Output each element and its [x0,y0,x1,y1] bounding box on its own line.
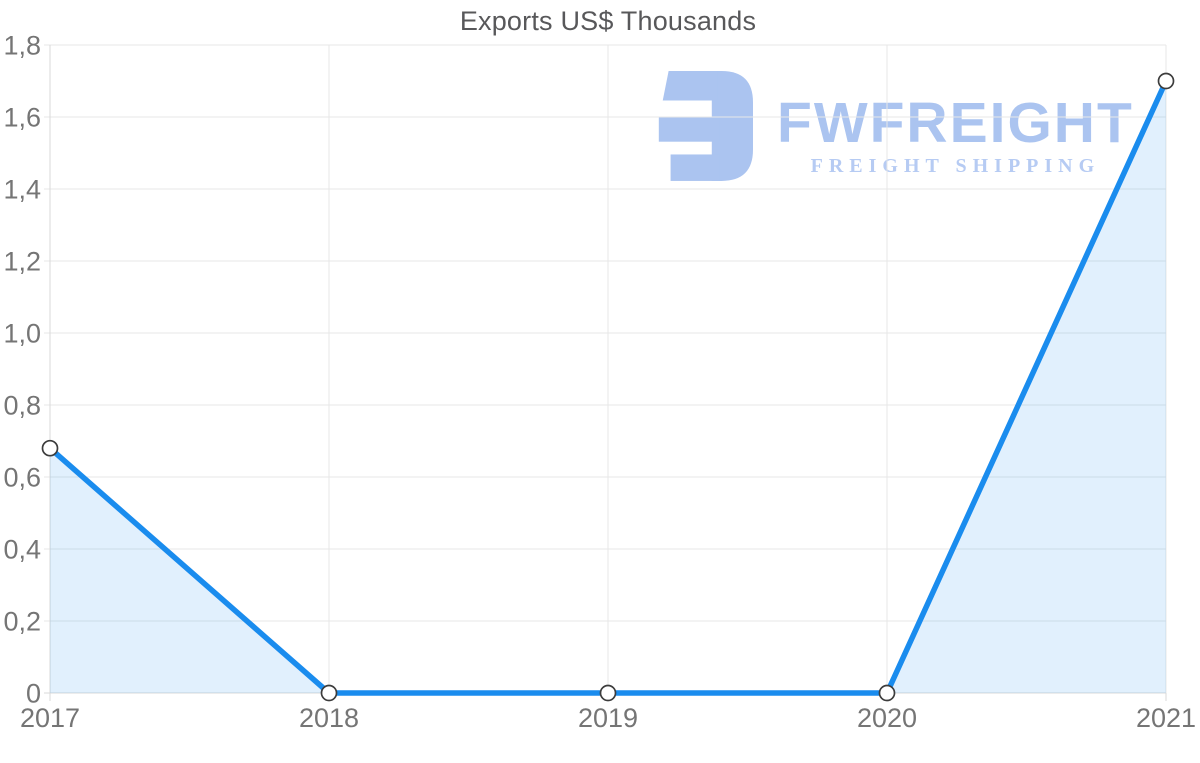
y-tick-label: 1,2 [3,246,41,276]
logo-text: FWFREIGHT FREIGHT SHIPPING [777,67,1134,178]
y-tick-label: 1,8 [3,30,41,60]
y-tick-label: 1,4 [3,174,41,204]
x-tick-label: 2020 [857,703,917,733]
area-fill [50,81,1166,693]
x-tick-label: 2018 [299,703,359,733]
logo-brand: FWFREIGHT [777,91,1134,155]
y-tick-label: 0,8 [3,390,41,420]
data-point-2017[interactable] [41,439,59,457]
y-tick-label: 0 [26,678,41,708]
x-tick-label: 2021 [1136,703,1196,733]
y-tick-label: 1,0 [3,318,41,348]
data-point-2021[interactable] [1157,72,1175,90]
y-tick-label: 0,4 [3,534,41,564]
x-tick-label: 2019 [578,703,638,733]
y-tick-label: 0,2 [3,606,41,636]
data-point-2020[interactable] [878,684,896,702]
watermark: FWFREIGHT FREIGHT SHIPPING [649,67,1134,185]
y-tick-label: 0,6 [3,462,41,492]
logo-tagline: FREIGHT SHIPPING [810,155,1101,177]
data-point-2018[interactable] [320,684,338,702]
freight-f-mark-icon [658,71,753,181]
data-point-2019[interactable] [599,684,617,702]
chart-title: Exports US$ Thousands [459,6,757,36]
y-tick-label: 1,6 [3,102,41,132]
x-tick-label: 2017 [20,703,80,733]
